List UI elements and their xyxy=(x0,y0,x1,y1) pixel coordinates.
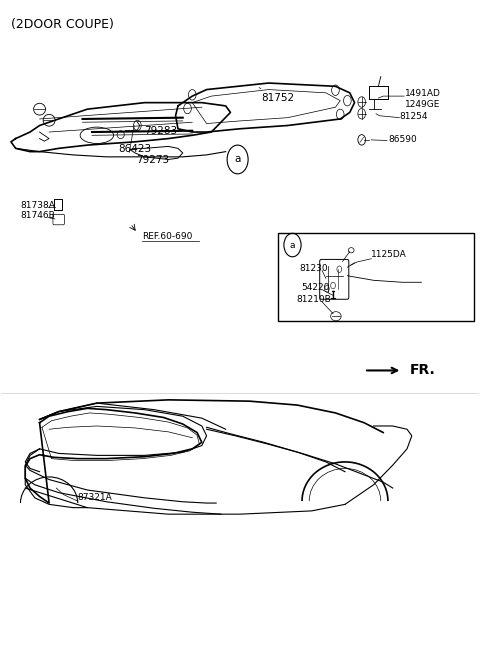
Text: 86423: 86423 xyxy=(118,144,151,154)
Text: 1491AD: 1491AD xyxy=(405,89,441,98)
Text: a: a xyxy=(290,241,295,249)
Text: 81738A: 81738A xyxy=(21,201,55,210)
Text: a: a xyxy=(234,154,241,165)
Text: 79273: 79273 xyxy=(136,155,169,165)
Bar xyxy=(278,234,474,321)
Text: 87321A: 87321A xyxy=(78,493,112,502)
Text: 81210B: 81210B xyxy=(296,295,331,304)
Text: FR.: FR. xyxy=(409,363,435,377)
Text: 81752: 81752 xyxy=(259,88,295,103)
Text: 54220: 54220 xyxy=(301,283,329,292)
Text: 81230: 81230 xyxy=(300,264,328,272)
Text: 79283: 79283 xyxy=(144,126,178,136)
Text: 1249GE: 1249GE xyxy=(405,100,440,109)
Text: 81746B: 81746B xyxy=(21,211,55,220)
Text: 1125DA: 1125DA xyxy=(371,251,407,260)
Text: REF.60-690: REF.60-690 xyxy=(142,232,192,241)
Text: 86590: 86590 xyxy=(388,135,417,144)
Text: 81254: 81254 xyxy=(400,112,428,121)
Text: (2DOOR COUPE): (2DOOR COUPE) xyxy=(11,18,114,31)
